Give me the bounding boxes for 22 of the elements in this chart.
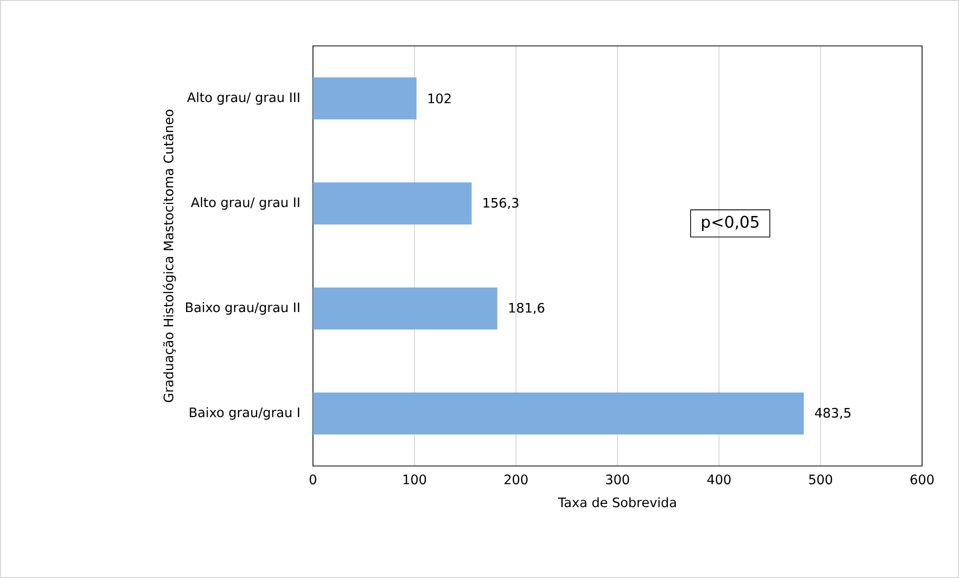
x-axis-title: Taxa de Sobrevida <box>558 497 676 508</box>
bar <box>312 392 804 435</box>
bar <box>312 77 417 120</box>
y-tick-label: Alto grau/ grau III <box>187 92 300 105</box>
y-tick-label: Baixo grau/grau II <box>186 302 300 315</box>
data-label: 483,5 <box>814 408 850 420</box>
data-label: 102 <box>428 94 451 104</box>
data-label: 156,3 <box>484 198 518 210</box>
data-label: 181,6 <box>509 302 544 314</box>
x-tick-label: 200 <box>504 474 528 484</box>
x-tick-label: 0 <box>310 474 316 484</box>
x-tick-label: 500 <box>809 474 832 484</box>
y-tick-label: Alto grau/ grau II <box>190 197 300 210</box>
x-tick-label: 600 <box>910 474 934 484</box>
x-tick-label: 100 <box>404 474 426 484</box>
bar <box>312 182 472 224</box>
annotation: p<0,05 <box>702 216 758 232</box>
x-tick-label: 400 <box>707 474 731 484</box>
y-axis-title: Graduação Histológica Mastocitoma Cutâneo <box>162 110 176 402</box>
y-tick-label: Baixo grau/grau I <box>190 407 300 420</box>
x-tick-label: 300 <box>606 474 630 484</box>
bar <box>312 288 498 330</box>
